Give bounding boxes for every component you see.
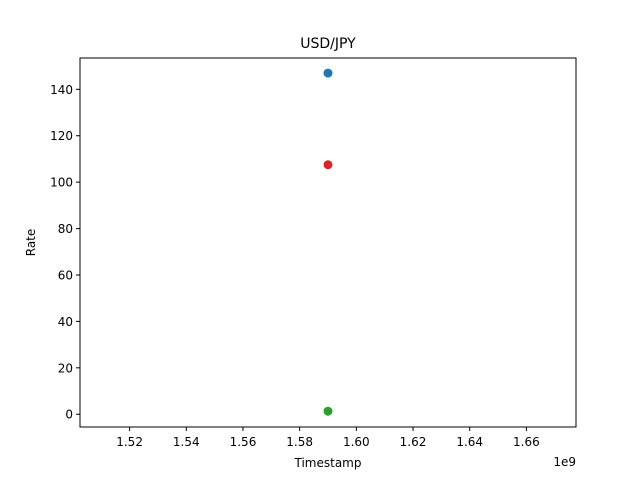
x-tick-label: 1.58 (286, 435, 313, 449)
y-tick-label: 20 (58, 361, 73, 375)
scatter-points (323, 68, 333, 416)
x-tick-label: 1.66 (513, 435, 540, 449)
x-tick-label: 1.64 (456, 435, 483, 449)
x-axis-ticks: 1.52 1.54 1.56 1.58 1.60 1.62 1.64 1.66 (116, 427, 540, 449)
plot-area (79, 57, 577, 428)
plot-frame (79, 57, 577, 428)
y-tick-label: 0 (65, 408, 73, 422)
y-axis-ticks: 0 20 40 60 80 100 120 140 (50, 83, 80, 422)
scatter-point (323, 406, 333, 416)
y-tick-label: 120 (50, 129, 73, 143)
x-tick-label: 1.60 (343, 435, 370, 449)
scatter-point (323, 160, 333, 170)
x-axis-label: Timestamp (294, 456, 362, 470)
scatter-point (323, 68, 333, 78)
x-tick-label: 1.52 (116, 435, 143, 449)
chart-title: USD/JPY (300, 36, 356, 52)
x-tick-label: 1.62 (400, 435, 427, 449)
y-axis-label: Rate (24, 229, 38, 257)
x-axis-offset-label: 1e9 (553, 455, 576, 469)
y-tick-label: 140 (50, 83, 73, 97)
y-tick-label: 100 (50, 176, 73, 190)
x-tick-label: 1.56 (230, 435, 257, 449)
y-tick-label: 80 (58, 222, 73, 236)
y-tick-label: 60 (58, 268, 73, 282)
y-tick-label: 40 (58, 315, 73, 329)
x-tick-label: 1.54 (173, 435, 200, 449)
